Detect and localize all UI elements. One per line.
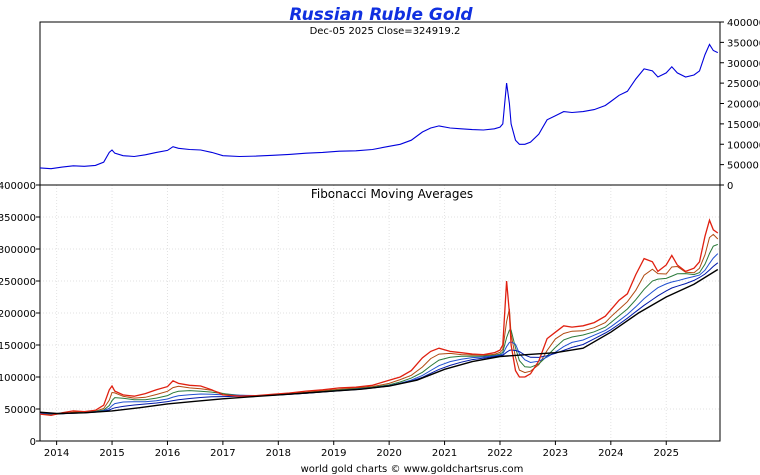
x-tick-label: 2021	[432, 448, 457, 459]
price-y-tick-label: 0	[727, 181, 733, 192]
fibonacci-slow-average-line	[39, 268, 719, 415]
fib-y-tick-label: 150000	[0, 341, 36, 352]
fib-y-tick-label: 200000	[0, 309, 36, 320]
x-tick-label: 2023	[543, 448, 568, 459]
x-tick-label: 2016	[155, 448, 180, 459]
price-y-tick-label: 400000	[727, 18, 760, 29]
fib-y-tick-label: 350000	[0, 213, 36, 224]
fibonacci-average-line	[39, 253, 719, 415]
x-tick-label: 2020	[376, 448, 401, 459]
chart-title: Russian Ruble Gold	[289, 5, 473, 25]
price-y-axis: 0 50000 100000 150000 200000 250000 300000 3500…	[720, 18, 760, 192]
x-tick-label: 2018	[266, 448, 291, 459]
price-series-line	[39, 43, 719, 170]
price-y-tick-label: 200000	[727, 100, 760, 111]
x-axis: 2014 2015 2016 2017 2018 2019 2020 2021 2022 2023…	[44, 441, 679, 459]
fibonacci-panel: Fibonacci Moving Averages 0 50000 100000 15…	[0, 181, 721, 459]
x-tick-label: 2022	[487, 448, 512, 459]
price-y-tick-label: 350000	[727, 38, 760, 49]
fib-y-tick-label: 300000	[0, 245, 36, 256]
fib-y-tick-label: 250000	[0, 277, 36, 288]
price-y-tick-label: 150000	[727, 120, 760, 131]
x-tick-label: 2025	[654, 448, 679, 459]
x-tick-label: 2015	[99, 448, 124, 459]
x-tick-label: 2019	[321, 448, 346, 459]
fibonacci-average-line	[39, 233, 719, 415]
fib-y-tick-label: 400000	[0, 181, 36, 192]
fibonacci-average-line	[39, 243, 718, 415]
fibonacci-fast-average-line	[39, 218, 719, 417]
price-y-tick-label: 250000	[727, 79, 760, 90]
fibonacci-average-line	[39, 262, 719, 415]
price-y-tick-label: 100000	[727, 140, 760, 151]
fibonacci-grid	[40, 184, 720, 442]
footer-credit: world gold charts © www.goldchartsrus.co…	[301, 464, 524, 475]
fib-y-tick-label: 0	[30, 437, 36, 448]
x-tick-label: 2014	[44, 448, 69, 459]
fibonacci-intermediate-averages	[39, 233, 719, 415]
price-y-tick-label: 50000	[727, 161, 759, 172]
x-tick-label: 2024	[598, 448, 623, 459]
fibonacci-subtitle: Fibonacci Moving Averages	[311, 187, 473, 201]
price-y-tick-label: 300000	[727, 59, 760, 70]
fibonacci-y-axis: 0 50000 100000 150000 200000 250000 300000 3500…	[0, 181, 40, 448]
fib-y-tick-label: 50000	[4, 405, 36, 416]
price-panel: 0 50000 100000 150000 200000 250000 300000 3500…	[39, 18, 760, 192]
close-info: Dec-05 2025 Close=324919.2	[310, 26, 461, 37]
x-tick-label: 2017	[210, 448, 235, 459]
fib-y-tick-label: 100000	[0, 373, 36, 384]
